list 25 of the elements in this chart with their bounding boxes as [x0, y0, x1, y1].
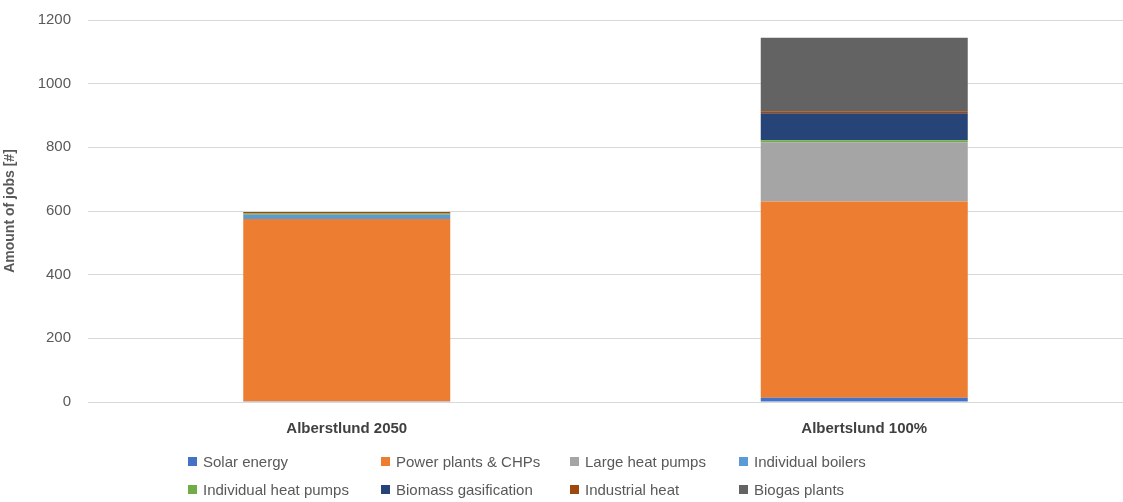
legend-label: Large heat pumps: [585, 453, 706, 470]
legend-label: Biogas plants: [754, 481, 845, 498]
legend-label: Industrial heat: [585, 481, 680, 498]
legend-label: Power plants & CHPs: [396, 453, 541, 470]
bar: [243, 218, 451, 402]
legend-label: Biomass gasification: [396, 481, 533, 498]
y-tick-label: 200: [45, 328, 71, 346]
y-tick-label: 800: [45, 137, 71, 155]
bar: [760, 397, 968, 402]
bar: [760, 201, 968, 398]
bar: [760, 37, 968, 112]
y-tick-label: 1200: [37, 10, 71, 28]
bar: [760, 113, 968, 141]
y-axis-title: Amount of jobs [#]: [1, 149, 18, 273]
legend-label: Solar energy: [203, 453, 289, 470]
x-tick-label: Alberstlund 2050: [286, 419, 408, 437]
y-tick-label: 0: [62, 392, 71, 410]
y-tick-label: 1000: [37, 73, 71, 91]
legend-label: Individual boilers: [754, 453, 866, 470]
y-tick-label: 400: [45, 264, 71, 282]
bar: [760, 142, 968, 202]
bar: [243, 214, 451, 219]
x-tick-label: Albertslund 100%: [801, 419, 928, 437]
legend-label: Individual heat pumps: [203, 481, 349, 498]
y-tick-label: 600: [45, 201, 71, 219]
